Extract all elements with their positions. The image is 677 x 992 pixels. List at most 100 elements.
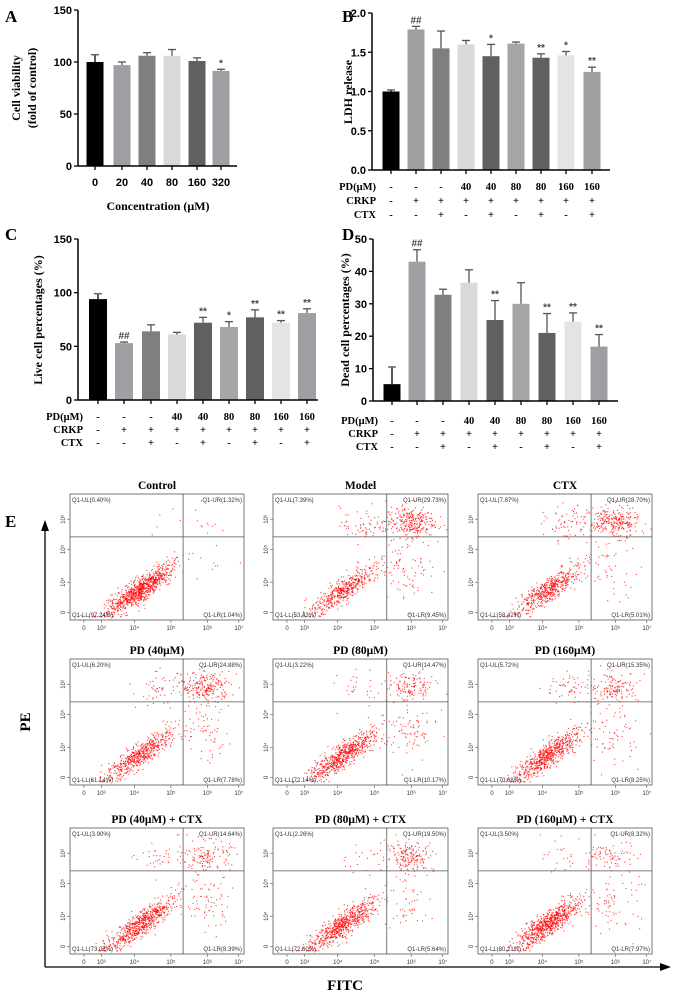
event-dot	[538, 596, 540, 598]
event-dot	[417, 514, 419, 516]
event-dot	[595, 526, 597, 528]
event-dot	[407, 743, 409, 745]
event-dot	[158, 752, 160, 754]
event-dot	[558, 579, 560, 581]
event-dot	[133, 591, 135, 593]
event-dot	[403, 596, 405, 598]
event-dot	[412, 520, 414, 522]
event-dot	[531, 598, 533, 600]
event-dot	[364, 569, 366, 571]
event-dot	[530, 603, 532, 605]
event-dot	[350, 593, 352, 595]
event-dot	[152, 747, 154, 749]
event-dot	[618, 535, 620, 537]
event-dot	[141, 757, 143, 759]
event-dot	[338, 744, 340, 746]
event-dot	[161, 689, 163, 691]
event-dot	[618, 539, 620, 541]
event-dot	[580, 572, 582, 574]
event-dot	[149, 584, 151, 586]
event-dot	[119, 756, 121, 758]
event-dot	[536, 582, 538, 584]
event-dot	[369, 567, 371, 569]
event-dot	[137, 741, 139, 743]
event-dot	[612, 533, 614, 535]
event-dot	[137, 753, 139, 755]
event-dot	[119, 601, 121, 603]
bar	[407, 29, 425, 170]
event-dot	[138, 589, 140, 591]
event-dot	[139, 751, 141, 753]
flow-plot: PD (160μM)Q1-UL(5.72%) Q1-UR(15.35%)Q1-LL…	[468, 645, 653, 797]
event-dot	[526, 609, 528, 611]
event-dot	[440, 709, 442, 711]
event-dot	[615, 517, 617, 519]
event-dot	[608, 522, 610, 524]
event-dot	[354, 736, 356, 738]
x-tick-label: 10⁶	[203, 790, 213, 797]
event-dot	[341, 765, 343, 767]
event-dot	[146, 587, 148, 589]
event-dot	[162, 566, 164, 568]
event-dot	[153, 743, 155, 745]
event-dot	[401, 690, 403, 692]
event-dot	[321, 598, 323, 600]
event-dot	[123, 600, 125, 602]
bar	[512, 303, 530, 401]
event-dot	[340, 764, 342, 766]
event-dot	[398, 549, 400, 551]
event-dot	[148, 741, 150, 743]
event-dot	[340, 749, 342, 751]
event-dot	[311, 608, 313, 610]
event-dot	[413, 742, 415, 744]
event-dot	[148, 585, 150, 587]
event-dot	[118, 608, 120, 610]
condition-row-label: CTX	[356, 442, 379, 453]
event-dot	[342, 750, 344, 752]
event-dot	[199, 697, 201, 699]
event-dot	[315, 762, 317, 764]
event-dot	[148, 748, 150, 750]
event-dot	[334, 772, 336, 774]
event-dot	[527, 597, 529, 599]
event-dot	[133, 597, 135, 599]
event-dot	[119, 775, 121, 777]
event-dot	[119, 604, 121, 606]
event-dot	[599, 578, 601, 580]
event-dot	[552, 589, 554, 591]
event-dot	[525, 763, 527, 765]
event-dot	[137, 751, 139, 753]
event-dot	[629, 518, 631, 520]
event-dot	[615, 535, 617, 537]
event-dot	[111, 607, 113, 609]
event-dot	[131, 749, 133, 751]
quadrant-ul-label: Q1-UL(0.40%)	[72, 498, 111, 504]
event-dot	[343, 588, 345, 590]
event-dot	[586, 555, 588, 557]
event-dot	[626, 512, 628, 514]
event-dot	[535, 594, 537, 596]
event-dot	[120, 600, 122, 602]
event-dot	[168, 725, 170, 727]
event-dot	[220, 683, 222, 685]
event-dot	[396, 677, 398, 679]
event-dot	[125, 615, 127, 617]
event-dot	[149, 576, 151, 578]
event-dot	[171, 742, 173, 744]
event-dot	[128, 590, 130, 592]
event-dot	[350, 583, 352, 585]
event-dot	[551, 587, 553, 589]
condition-row-label: PD(μM)	[339, 182, 376, 193]
event-dot	[99, 776, 101, 778]
event-dot	[584, 516, 586, 518]
event-dot	[644, 523, 646, 525]
event-dot	[145, 756, 147, 758]
event-dot	[317, 597, 319, 599]
event-dot	[430, 682, 432, 684]
event-dot	[170, 745, 172, 747]
event-dot	[156, 573, 158, 575]
event-dot	[617, 529, 619, 531]
event-dot	[152, 583, 154, 585]
event-dot	[386, 567, 388, 569]
event-dot	[363, 583, 365, 585]
